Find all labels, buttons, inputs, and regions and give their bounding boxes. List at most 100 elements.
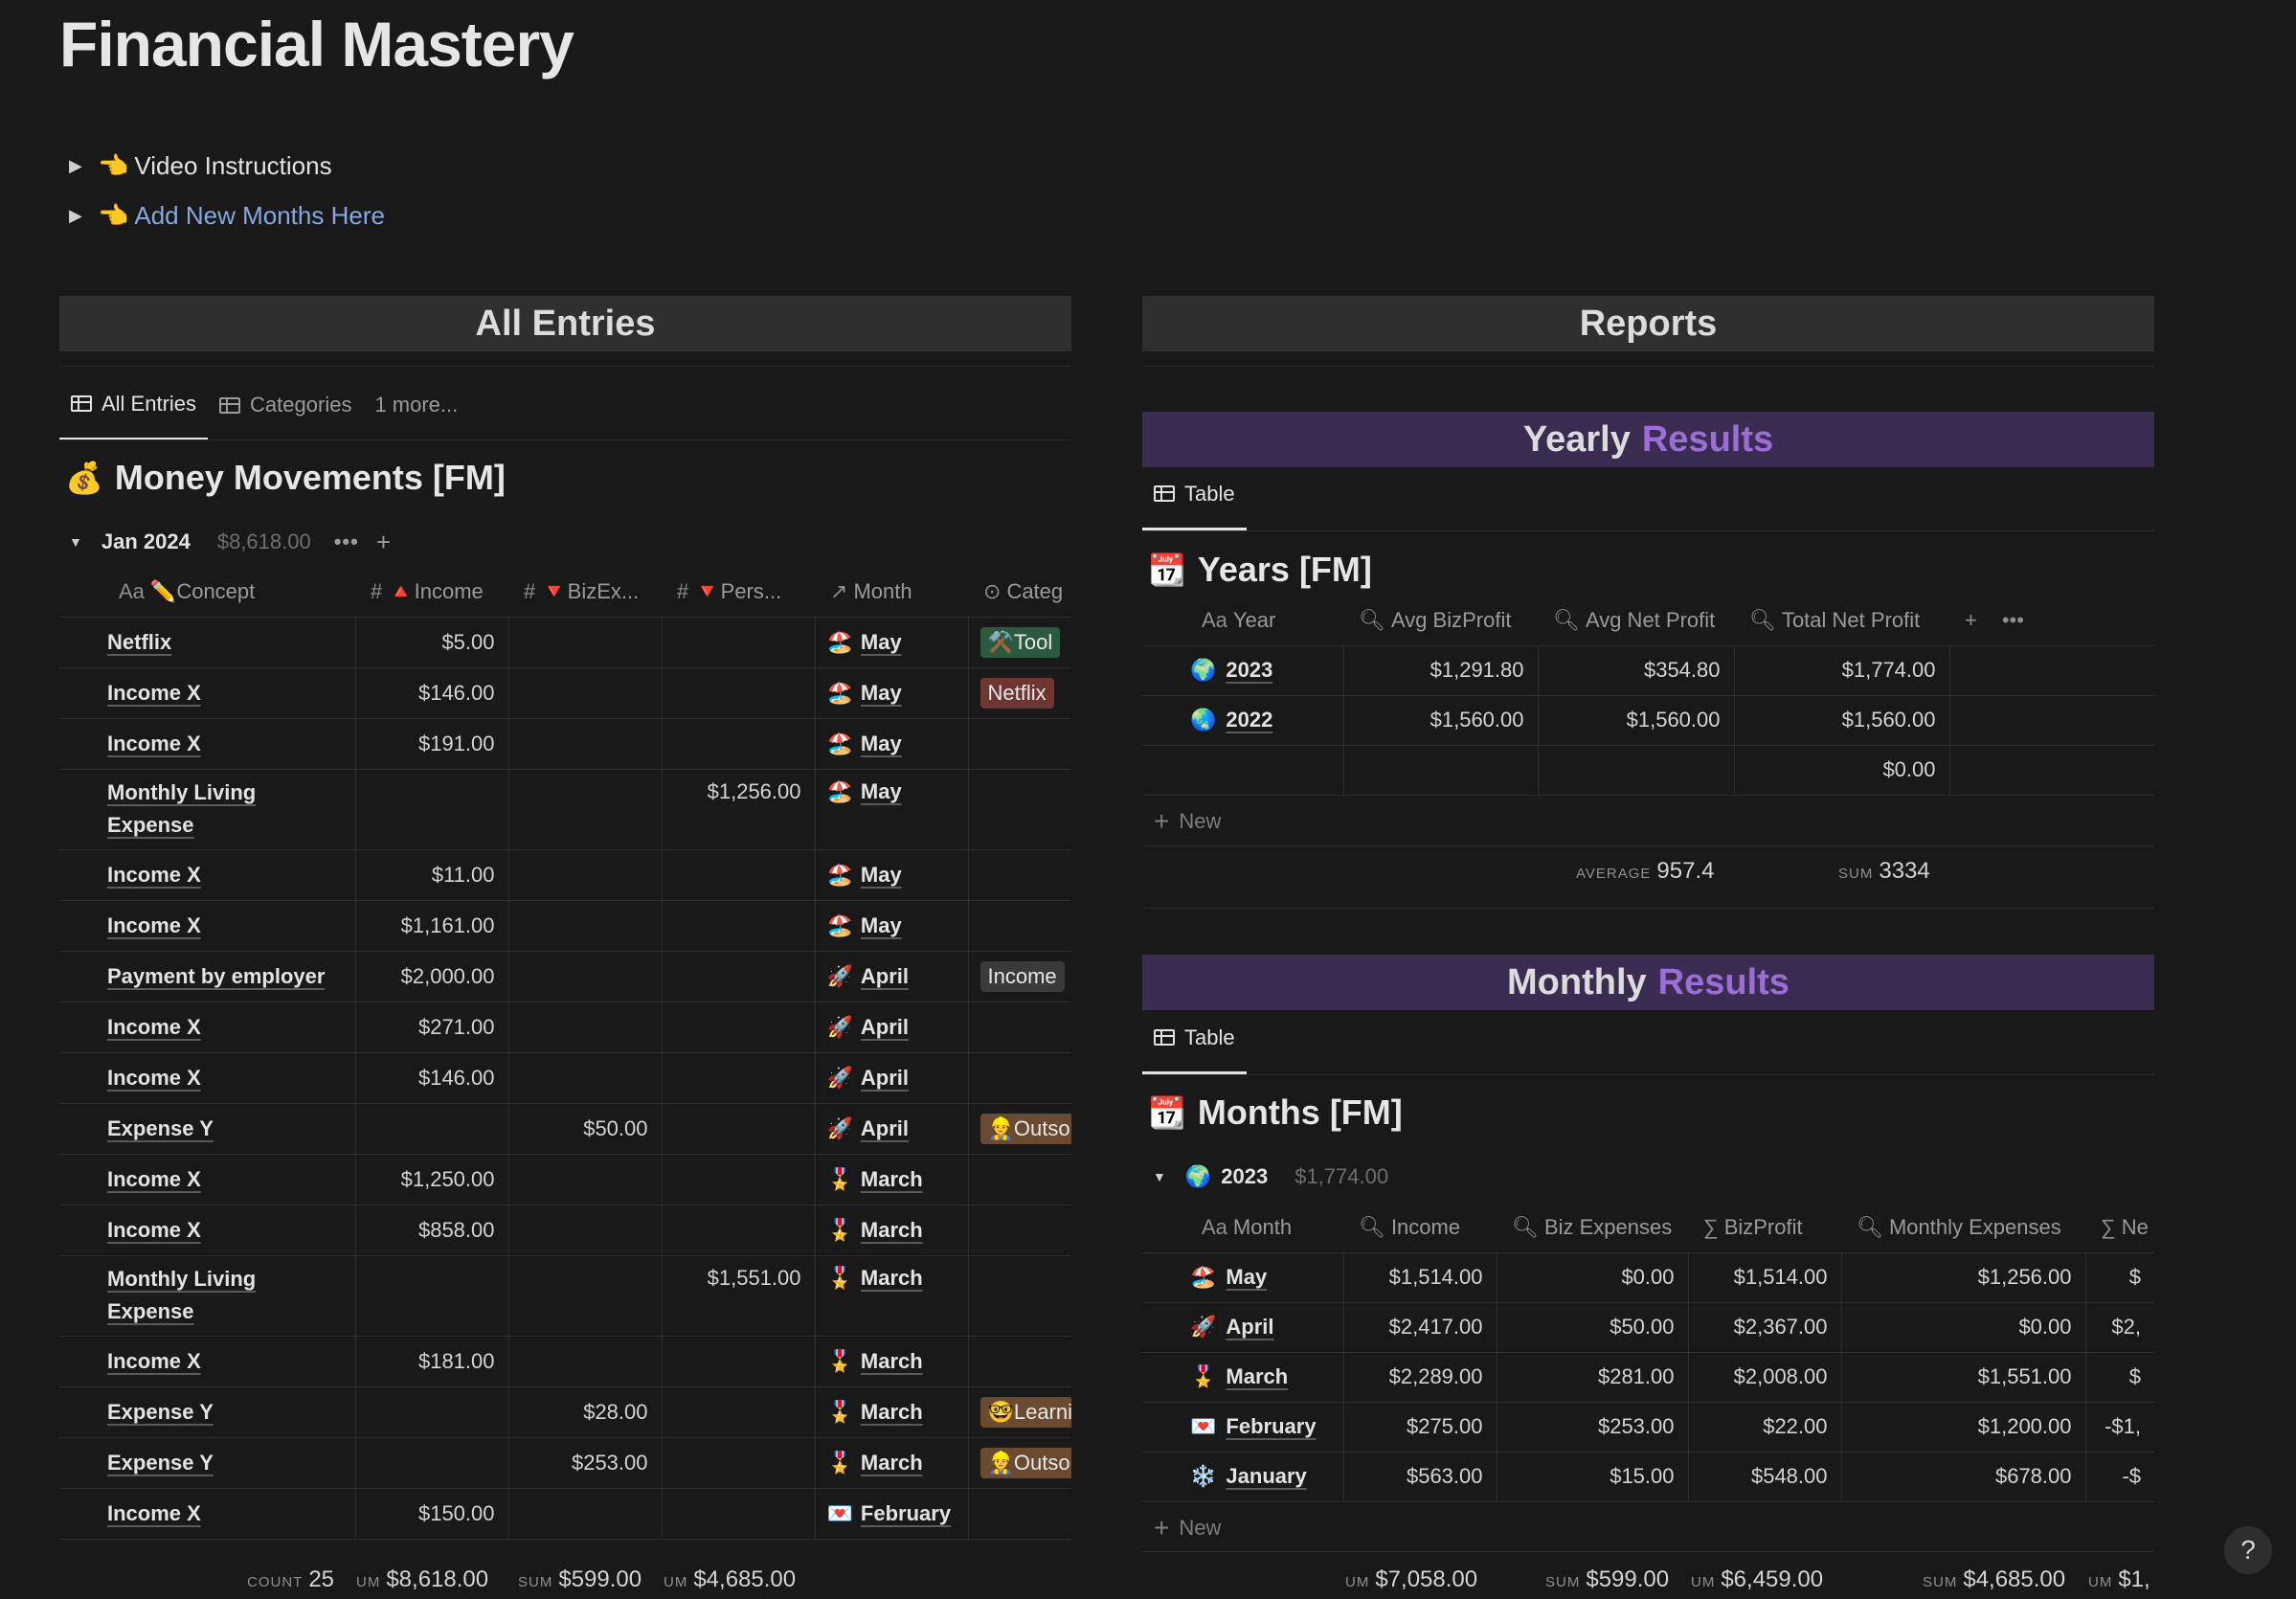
month-title[interactable]: February xyxy=(1226,1414,1317,1438)
cell-category[interactable] xyxy=(968,900,1071,952)
cell-biz[interactable] xyxy=(508,1205,663,1256)
new-row-button-years[interactable]: + New xyxy=(1154,806,1221,837)
cell-concept[interactable]: Income X xyxy=(59,667,356,719)
table-row[interactable]: Income X $146.00 🏖️ May Netflix xyxy=(59,667,1071,719)
cell-year[interactable] xyxy=(1142,745,1344,796)
concept-title[interactable]: Monthly Living Expense xyxy=(107,1267,257,1323)
footer-expenses-sum[interactable]: SUM $4,685.00 xyxy=(1923,1566,2065,1593)
cell-biz[interactable] xyxy=(508,667,663,719)
month-link[interactable]: May xyxy=(860,680,902,705)
month-title[interactable]: April xyxy=(1226,1315,1274,1339)
more-options-icon[interactable]: ••• xyxy=(333,529,359,553)
footer-biz-sum[interactable]: SUM $599.00 xyxy=(1545,1566,1669,1593)
cell-category[interactable]: 👷Outso xyxy=(968,1437,1071,1489)
cell-income[interactable]: $2,000.00 xyxy=(355,951,509,1002)
column-header-biz-expenses[interactable]: 🔍︎ Biz Expenses xyxy=(1497,1203,1688,1253)
cell-income[interactable]: $275.00 xyxy=(1343,1402,1497,1453)
toggle-arrow-icon[interactable]: ▶ xyxy=(69,206,82,225)
concept-title[interactable]: Netflix xyxy=(107,629,172,654)
collapse-arrow-icon[interactable]: ▼ xyxy=(69,534,82,550)
cell-pers[interactable]: $1,256.00 xyxy=(662,769,816,850)
cell-income[interactable] xyxy=(355,1255,509,1337)
cell-income[interactable]: $271.00 xyxy=(355,1002,509,1053)
cell-month[interactable]: 💌 February xyxy=(1142,1402,1344,1453)
cell-income[interactable]: $5.00 xyxy=(355,617,509,668)
cell-category[interactable] xyxy=(968,1154,1071,1205)
cell-income[interactable] xyxy=(355,1437,509,1489)
category-tag[interactable]: 👷Outso xyxy=(979,1113,1071,1144)
cell-year[interactable]: 🌏 2022 xyxy=(1142,695,1344,746)
group-2023[interactable]: ▼ 🌍 2023 $1,774.00 xyxy=(1153,1163,1388,1190)
tab-more[interactable]: 1 more... xyxy=(363,370,469,440)
cell-concept[interactable]: Income X xyxy=(59,849,356,901)
concept-title[interactable]: Payment by employer xyxy=(107,963,326,988)
cell-exp[interactable]: $1,256.00 xyxy=(1841,1252,2086,1303)
cell-category[interactable] xyxy=(968,1002,1071,1053)
table-row[interactable]: Income X $858.00 🎖️ March xyxy=(59,1205,1071,1256)
cell-concept[interactable]: Income X xyxy=(59,1336,356,1387)
month-link[interactable]: March xyxy=(860,1450,923,1475)
cell-month[interactable]: 🚀 April xyxy=(1142,1302,1344,1353)
tab-table-yearly[interactable]: Table xyxy=(1142,460,1247,530)
footer-income-sum[interactable]: UM $7,058.00 xyxy=(1345,1566,1477,1593)
cell-pers[interactable] xyxy=(662,1205,816,1256)
months-db-title[interactable]: 📆 Months [FM] xyxy=(1148,1091,1403,1135)
footer-count[interactable]: COUNT 25 xyxy=(247,1566,334,1593)
cell-income[interactable]: $2,417.00 xyxy=(1343,1302,1497,1353)
cell-profit[interactable]: $548.00 xyxy=(1688,1452,1842,1502)
column-header-concept[interactable]: Aa ✏️Concept xyxy=(59,567,355,618)
cell-pers[interactable]: $1,551.00 xyxy=(662,1255,816,1337)
concept-title[interactable]: Income X xyxy=(107,912,201,937)
cell-income[interactable]: $11.00 xyxy=(355,849,509,901)
concept-title[interactable]: Income X xyxy=(107,1348,201,1373)
column-header-avg-net-profit[interactable]: 🔍︎ Avg Net Profit xyxy=(1538,596,1734,646)
category-tag[interactable]: ⚒️Tool xyxy=(979,626,1061,658)
month-link[interactable]: April xyxy=(860,963,910,988)
cell-exp[interactable]: $1,551.00 xyxy=(1841,1352,2086,1403)
month-link[interactable]: February xyxy=(860,1500,952,1525)
table-row[interactable]: 🎖️ March $2,289.00 $281.00 $2,008.00 $1,551.0… xyxy=(1142,1352,2154,1403)
cell-month[interactable]: 🏖️ May xyxy=(815,900,969,952)
month-link[interactable]: April xyxy=(860,1014,910,1039)
column-header-net[interactable]: ∑ Ne xyxy=(2085,1203,2154,1253)
cell-biz[interactable] xyxy=(508,718,663,770)
cell-income[interactable]: $858.00 xyxy=(355,1205,509,1256)
table-row[interactable]: Income X $11.00 🏖️ May xyxy=(59,849,1071,901)
concept-title[interactable]: Income X xyxy=(107,731,201,755)
cell-category[interactable]: Income xyxy=(968,951,1071,1002)
cell-income[interactable]: $1,250.00 xyxy=(355,1154,509,1205)
concept-title[interactable]: Income X xyxy=(107,862,201,887)
table-row[interactable]: 💌 February $275.00 $253.00 $22.00 $1,200.00 -$… xyxy=(1142,1402,2154,1453)
concept-title[interactable]: Income X xyxy=(107,680,201,705)
cell-month[interactable]: 🎖️ March xyxy=(815,1255,969,1337)
cell-month[interactable]: 🎖️ March xyxy=(815,1386,969,1438)
table-row[interactable]: Monthly Living Expense $1,551.00 🎖️ March xyxy=(59,1255,1071,1337)
cell-avg-net[interactable]: $354.80 xyxy=(1538,645,1735,696)
month-link[interactable]: April xyxy=(860,1115,910,1140)
table-row[interactable]: Income X $146.00 🚀 April xyxy=(59,1052,1071,1104)
category-tag[interactable]: 🤓Learni xyxy=(979,1396,1071,1428)
cell-category[interactable] xyxy=(968,1205,1071,1256)
cell-avg-biz[interactable]: $1,560.00 xyxy=(1343,695,1539,746)
cell-category[interactable] xyxy=(968,849,1071,901)
cell-concept[interactable]: Income X xyxy=(59,718,356,770)
cell-biz[interactable]: $253.00 xyxy=(508,1437,663,1489)
cell-pers[interactable] xyxy=(662,849,816,901)
table-row[interactable]: Netflix $5.00 🏖️ May ⚒️Tool xyxy=(59,617,1071,668)
cell-year[interactable]: 🌍 2023 xyxy=(1142,645,1344,696)
add-column-icon[interactable]: + xyxy=(1965,607,1977,632)
footer-income-sum[interactable]: UM $8,618.00 xyxy=(356,1566,488,1593)
cell-pers[interactable] xyxy=(662,617,816,668)
concept-title[interactable]: Expense Y xyxy=(107,1399,214,1424)
concept-title[interactable]: Income X xyxy=(107,1500,201,1525)
cell-category[interactable] xyxy=(968,1052,1071,1104)
cell-concept[interactable]: Netflix xyxy=(59,617,356,668)
cell-avg-net[interactable] xyxy=(1538,745,1735,796)
table-row[interactable]: Expense Y $28.00 🎖️ March 🤓Learni xyxy=(59,1386,1071,1438)
help-button[interactable]: ? xyxy=(2224,1526,2272,1574)
concept-title[interactable]: Income X xyxy=(107,1217,201,1242)
cell-month[interactable]: 🚀 April xyxy=(815,1002,969,1053)
concept-title[interactable]: Monthly Living Expense xyxy=(107,780,257,837)
table-row[interactable]: Payment by employer $2,000.00 🚀 April Income xyxy=(59,951,1071,1002)
cell-pers[interactable] xyxy=(662,1336,816,1387)
